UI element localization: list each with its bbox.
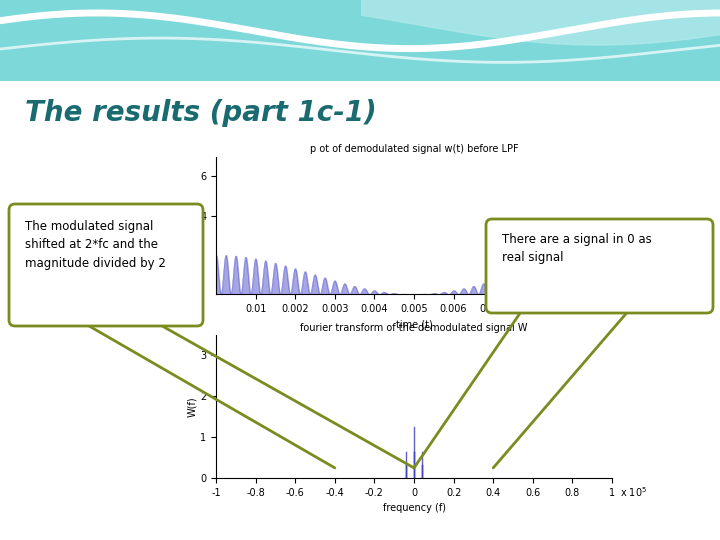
X-axis label: time (t): time (t) (395, 320, 433, 329)
Title: fourier transform of the demodulated signal W: fourier transform of the demodulated sig… (300, 322, 528, 333)
X-axis label: frequency (f): frequency (f) (382, 503, 446, 513)
Text: There are a signal in 0 as
real signal: There are a signal in 0 as real signal (502, 233, 652, 265)
Title: p ot of demodulated signal w(t) before LPF: p ot of demodulated signal w(t) before L… (310, 144, 518, 154)
Y-axis label: W(f): W(f) (187, 396, 197, 417)
Text: The modulated signal
shifted at 2*fc and the
magnitude divided by 2: The modulated signal shifted at 2*fc and… (25, 220, 166, 270)
Text: x 10$^5$: x 10$^5$ (620, 485, 647, 498)
Text: The results (part 1c-1): The results (part 1c-1) (25, 99, 377, 127)
FancyBboxPatch shape (9, 204, 203, 326)
FancyBboxPatch shape (486, 219, 713, 313)
